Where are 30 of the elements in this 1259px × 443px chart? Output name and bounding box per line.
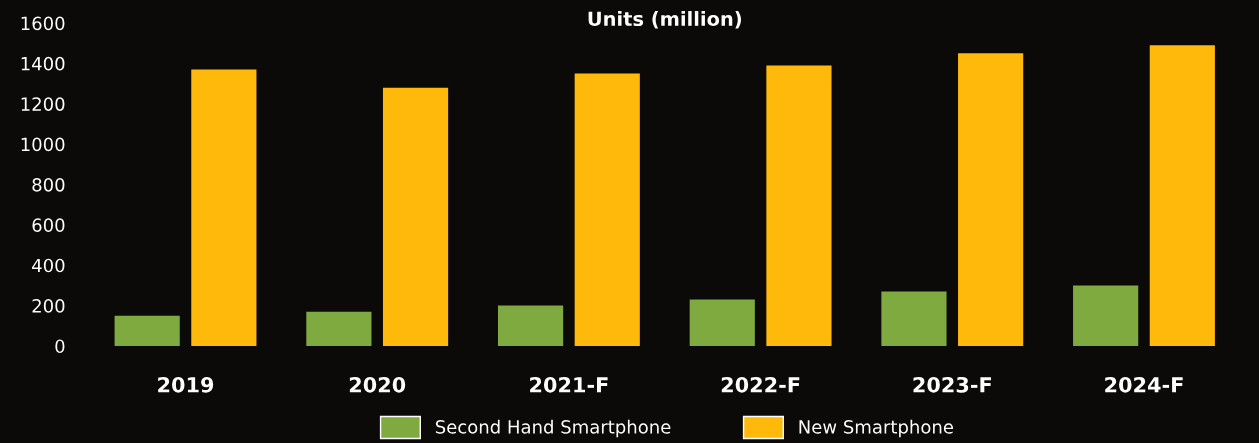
x-tick-label: 2020	[349, 376, 406, 393]
y-tick-label: 0	[55, 339, 65, 354]
y-tick-label: 200	[32, 299, 65, 313]
bar	[881, 291, 947, 346]
bar	[1149, 45, 1215, 346]
bar	[191, 69, 257, 346]
legend-label: Second Hand Smartphone	[435, 419, 671, 438]
bar	[766, 65, 832, 346]
x-tick-label: 2022-F	[721, 376, 800, 393]
x-tick-label: 2021-F	[530, 376, 608, 393]
bar	[306, 311, 372, 346]
bar	[1073, 285, 1139, 346]
bar	[497, 305, 564, 346]
bar	[574, 73, 640, 346]
y-tick-label: 1200	[21, 97, 65, 111]
bar	[958, 53, 1024, 346]
y-tick-label: 800	[32, 177, 65, 192]
y-tick-label: 1000	[21, 137, 65, 152]
y-tick-label: 1400	[21, 56, 65, 71]
y-tick-label: 1600	[21, 16, 65, 31]
x-tick-label: 2024-F	[1105, 376, 1183, 393]
x-tick-label: 2019	[158, 376, 214, 393]
legend-label: New Smartphone	[799, 419, 954, 438]
x-tick-label: 2023-F	[913, 376, 991, 393]
y-tick-label: 400	[32, 258, 65, 273]
y-tick-label: 600	[32, 218, 65, 232]
bar	[689, 299, 755, 346]
bar	[114, 315, 180, 346]
chart-title: Units (million)	[588, 11, 741, 29]
bar	[382, 87, 449, 346]
